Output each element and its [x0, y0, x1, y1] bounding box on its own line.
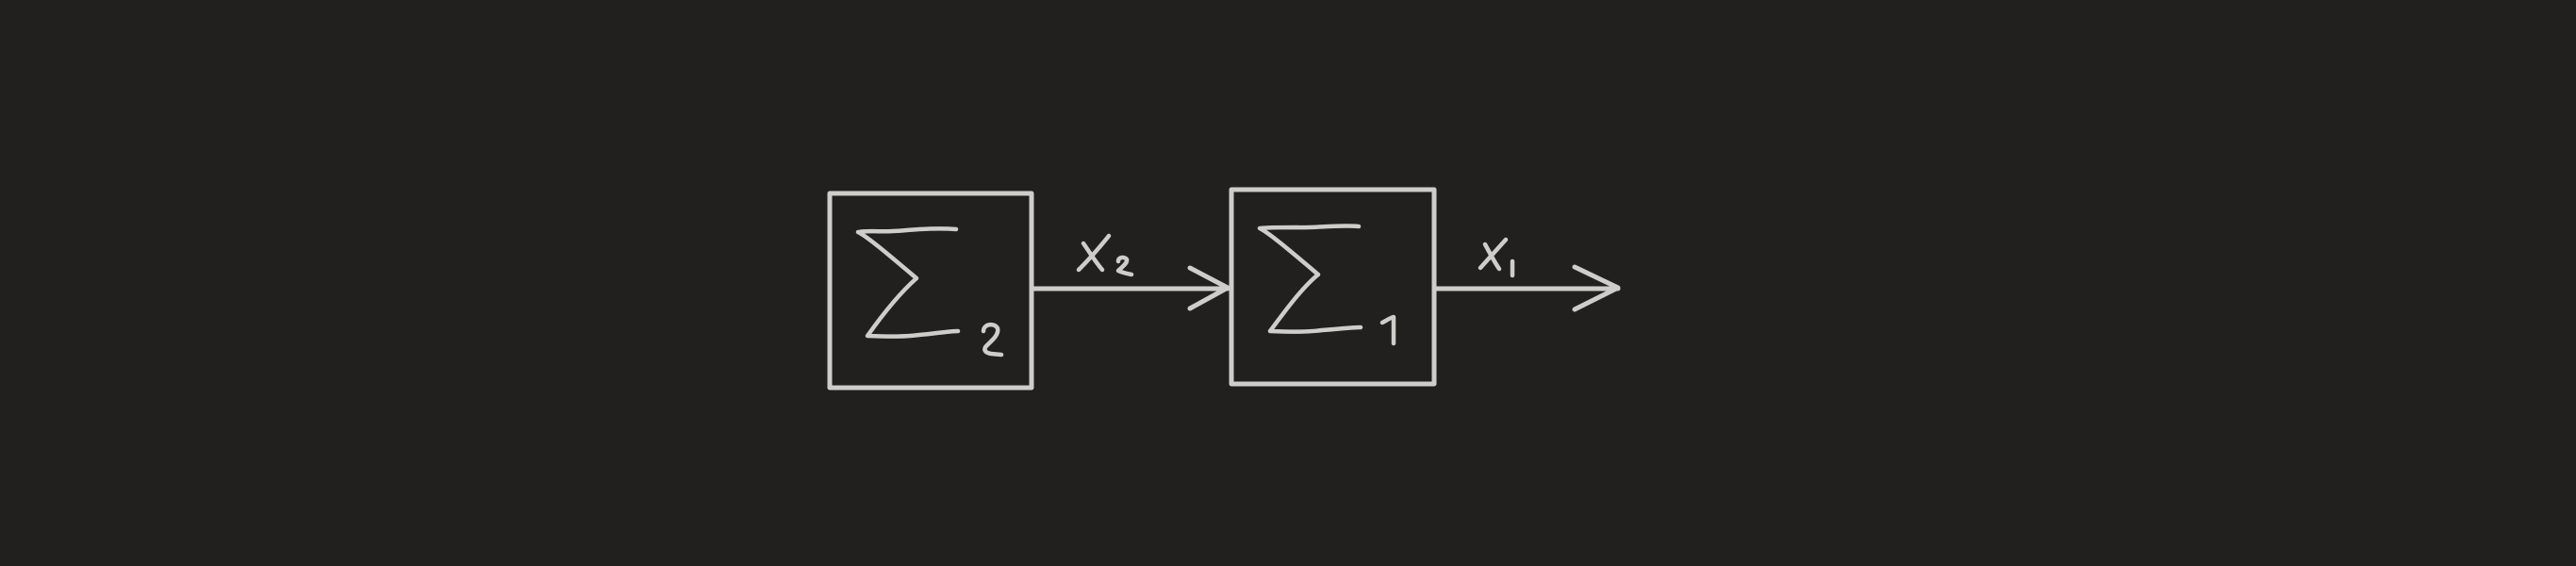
signal-arrow-x2: [1029, 265, 1230, 311]
block-sigma-1: [1229, 187, 1437, 387]
block-sigma-2: [827, 191, 1034, 391]
block-sigma-2-subscript: [981, 322, 1004, 358]
block-sigma-1-symbol: [1257, 224, 1363, 334]
signal-x2-label-x: [1076, 233, 1112, 273]
signal-x2-label-subscript: [1115, 255, 1134, 277]
signal-x1-arrowhead: [1572, 264, 1621, 312]
signal-x1-label-x: [1478, 237, 1509, 272]
block-sigma-1-box: [1229, 187, 1437, 387]
block-sigma-2-box: [827, 191, 1034, 391]
signal-x1-label: [1478, 237, 1515, 278]
block-sigma-2-symbol: [855, 226, 961, 339]
signal-x2-label: [1076, 233, 1134, 277]
signal-arrow-x1: [1431, 264, 1621, 312]
signal-x2-arrowhead: [1187, 265, 1230, 311]
block-sigma-1-subscript: [1379, 314, 1396, 346]
